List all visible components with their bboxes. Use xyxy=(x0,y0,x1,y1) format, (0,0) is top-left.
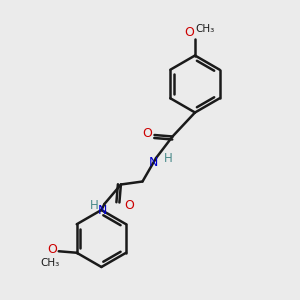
Text: CH₃: CH₃ xyxy=(41,258,60,268)
Text: O: O xyxy=(124,199,134,212)
Text: N: N xyxy=(98,203,108,217)
Text: N: N xyxy=(149,156,158,169)
Text: O: O xyxy=(142,127,152,140)
Text: CH₃: CH₃ xyxy=(196,23,215,34)
Text: H: H xyxy=(89,199,98,212)
Text: O: O xyxy=(185,26,194,40)
Text: H: H xyxy=(164,152,173,165)
Text: O: O xyxy=(47,243,57,256)
